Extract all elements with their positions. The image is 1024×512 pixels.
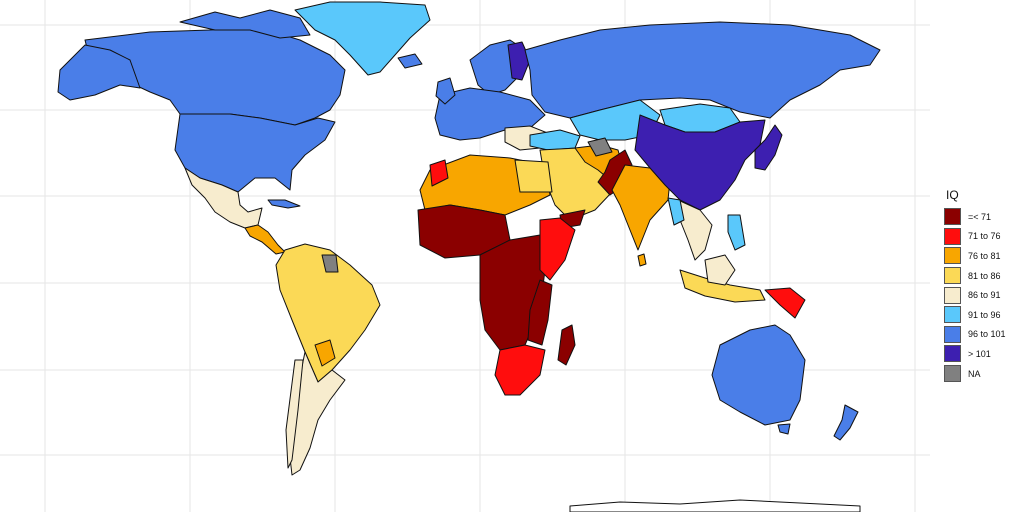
region-arctic-islands xyxy=(179,9,311,39)
region-guyana xyxy=(321,254,339,273)
legend-item: > 101 xyxy=(944,344,1006,364)
legend-items: =< 71 71 to 76 76 to 81 81 to 86 86 to 9… xyxy=(944,207,1006,383)
region-morocco xyxy=(429,159,449,187)
legend-label: > 101 xyxy=(968,348,991,359)
region-australia xyxy=(711,324,806,426)
region-egypt xyxy=(514,159,553,193)
region-madagascar xyxy=(557,324,576,366)
legend-item: 81 to 86 xyxy=(944,266,1006,286)
legend-item: 96 to 101 xyxy=(944,325,1006,345)
region-philippines xyxy=(727,214,746,251)
legend-swatch xyxy=(944,227,961,245)
region-alaska xyxy=(57,44,141,101)
legend-label: NA xyxy=(968,368,981,379)
legend-swatch xyxy=(944,267,961,285)
region-indochina xyxy=(677,199,713,261)
region-tasmania xyxy=(777,423,791,435)
region-cuba xyxy=(267,199,301,209)
legend-swatch xyxy=(944,345,961,363)
region-afghanistan xyxy=(587,137,613,157)
legend-item: 91 to 96 xyxy=(944,305,1006,325)
region-east-africa xyxy=(527,279,553,346)
legend-label: 91 to 96 xyxy=(968,309,1001,320)
legend-swatch xyxy=(944,247,961,265)
region-new-zealand xyxy=(833,404,859,441)
legend-item: =< 71 xyxy=(944,207,1006,227)
legend-item: 86 to 91 xyxy=(944,285,1006,305)
region-papua xyxy=(764,287,806,319)
region-china xyxy=(634,114,766,211)
region-russia xyxy=(524,21,881,119)
region-chile xyxy=(285,359,304,469)
map-legend: IQ =< 71 71 to 76 76 to 81 81 to 86 86 t… xyxy=(944,188,1006,383)
legend-label: 76 to 81 xyxy=(968,250,1001,261)
legend-label: 71 to 76 xyxy=(968,231,1001,242)
region-greenland xyxy=(294,1,431,76)
region-south-america-north xyxy=(275,243,381,383)
legend-swatch xyxy=(944,208,961,226)
legend-label: 96 to 101 xyxy=(968,329,1006,340)
region-antarctica xyxy=(569,499,861,512)
region-central-america xyxy=(244,224,286,255)
region-korea-japan xyxy=(754,124,783,171)
region-mexico xyxy=(184,167,263,229)
legend-label: =< 71 xyxy=(968,211,992,222)
region-sri-lanka xyxy=(637,253,647,267)
region-myanmar xyxy=(667,197,685,226)
legend-item: 76 to 81 xyxy=(944,246,1006,266)
legend-swatch xyxy=(944,365,961,383)
legend-label: 81 to 86 xyxy=(968,270,1001,281)
region-horn-of-africa xyxy=(539,217,576,281)
region-south-africa xyxy=(494,344,546,396)
region-iceland xyxy=(397,53,423,69)
region-bolivia xyxy=(314,339,336,367)
legend-label: 86 to 91 xyxy=(968,290,1001,301)
region-borneo xyxy=(704,254,736,286)
legend-swatch xyxy=(944,306,961,324)
legend-title: IQ xyxy=(946,188,959,202)
legend-swatch xyxy=(944,286,961,304)
legend-swatch xyxy=(944,325,961,343)
region-finland xyxy=(507,41,531,81)
legend-item: 71 to 76 xyxy=(944,227,1006,247)
legend-item: NA xyxy=(944,364,1006,384)
region-uk xyxy=(435,77,456,105)
